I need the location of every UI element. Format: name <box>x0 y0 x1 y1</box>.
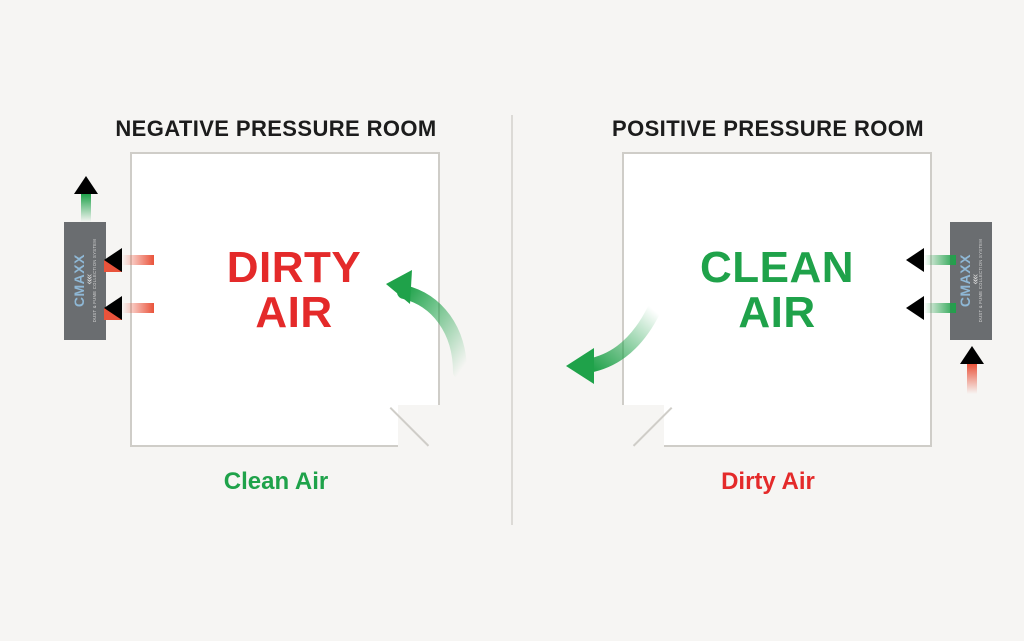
dirty-air-arrow-icon <box>104 296 154 320</box>
dirty-air-arrow-icon <box>104 248 154 272</box>
panel-title: NEGATIVE PRESSURE ROOM <box>0 116 512 142</box>
diagram-canvas: NEGATIVE PRESSURE ROOM DIRTY AIR CMAXX «… <box>0 0 1024 641</box>
air-line-1: DIRTY <box>227 243 362 292</box>
outflow-curve-arrow-icon <box>564 300 664 410</box>
unit-label-wrap: CMAXX ««« DUST & FUME COLLECTION SYSTEM <box>958 239 983 322</box>
air-line-2: AIR <box>738 288 815 337</box>
exhaust-arrow-icon <box>74 176 98 222</box>
clean-air-arrow-icon <box>906 296 956 320</box>
inflow-curve-arrow-icon <box>382 270 472 380</box>
unit-label-wrap: CMAXX ««« DUST & FUME COLLECTION SYSTEM <box>72 239 97 322</box>
panel-title: POSITIVE PRESSURE ROOM <box>512 116 1024 142</box>
cmaxx-unit: CMAXX ««« DUST & FUME COLLECTION SYSTEM <box>950 222 992 340</box>
outside-air-label: Dirty Air <box>512 468 1024 496</box>
cmaxx-unit: CMAXX ««« DUST & FUME COLLECTION SYSTEM <box>64 222 106 340</box>
door-notch <box>398 405 440 447</box>
outside-air-label: Clean Air <box>0 468 512 496</box>
positive-pressure-panel: POSITIVE PRESSURE ROOM CLEAN AIR CMAXX «… <box>512 0 1024 641</box>
air-line-1: CLEAN <box>700 243 854 292</box>
intake-arrow-icon <box>960 346 984 394</box>
room-box: CLEAN AIR <box>622 152 932 447</box>
unit-subtitle: DUST & FUME COLLECTION SYSTEM <box>979 239 983 322</box>
negative-pressure-panel: NEGATIVE PRESSURE ROOM DIRTY AIR CMAXX «… <box>0 0 512 641</box>
unit-subtitle: DUST & FUME COLLECTION SYSTEM <box>93 239 97 322</box>
clean-air-arrow-icon <box>906 248 956 272</box>
air-line-2: AIR <box>255 288 332 337</box>
air-quality-label: CLEAN AIR <box>624 246 930 336</box>
door-notch <box>622 405 664 447</box>
